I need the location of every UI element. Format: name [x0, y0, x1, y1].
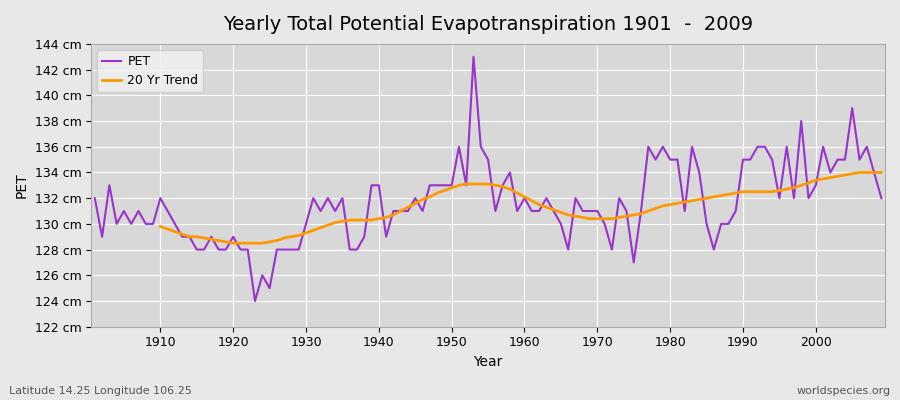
20 Yr Trend: [847, 171, 858, 176]
PET: [249, 299, 260, 304]
PET: [468, 54, 479, 59]
20 Yr Trend: [228, 241, 238, 246]
PET: [315, 209, 326, 214]
20 Yr Trend: [534, 202, 544, 207]
20 Yr Trend: [876, 170, 886, 175]
20 Yr Trend: [854, 170, 865, 175]
20 Yr Trend: [155, 224, 166, 229]
PET: [534, 209, 544, 214]
20 Yr Trend: [301, 230, 311, 235]
20 Yr Trend: [825, 175, 836, 180]
Text: worldspecies.org: worldspecies.org: [796, 386, 891, 396]
Line: 20 Yr Trend: 20 Yr Trend: [160, 172, 881, 243]
Y-axis label: PET: PET: [15, 172, 29, 198]
X-axis label: Year: Year: [473, 355, 503, 369]
PET: [148, 222, 158, 226]
PET: [621, 209, 632, 214]
PET: [89, 196, 100, 200]
PET: [359, 234, 370, 239]
20 Yr Trend: [592, 216, 603, 221]
Line: PET: PET: [94, 57, 881, 301]
Legend: PET, 20 Yr Trend: PET, 20 Yr Trend: [97, 50, 203, 92]
PET: [526, 209, 537, 214]
PET: [876, 196, 886, 200]
Title: Yearly Total Potential Evapotranspiration 1901  -  2009: Yearly Total Potential Evapotranspiratio…: [223, 15, 753, 34]
Text: Latitude 14.25 Longitude 106.25: Latitude 14.25 Longitude 106.25: [9, 386, 192, 396]
20 Yr Trend: [329, 220, 340, 225]
